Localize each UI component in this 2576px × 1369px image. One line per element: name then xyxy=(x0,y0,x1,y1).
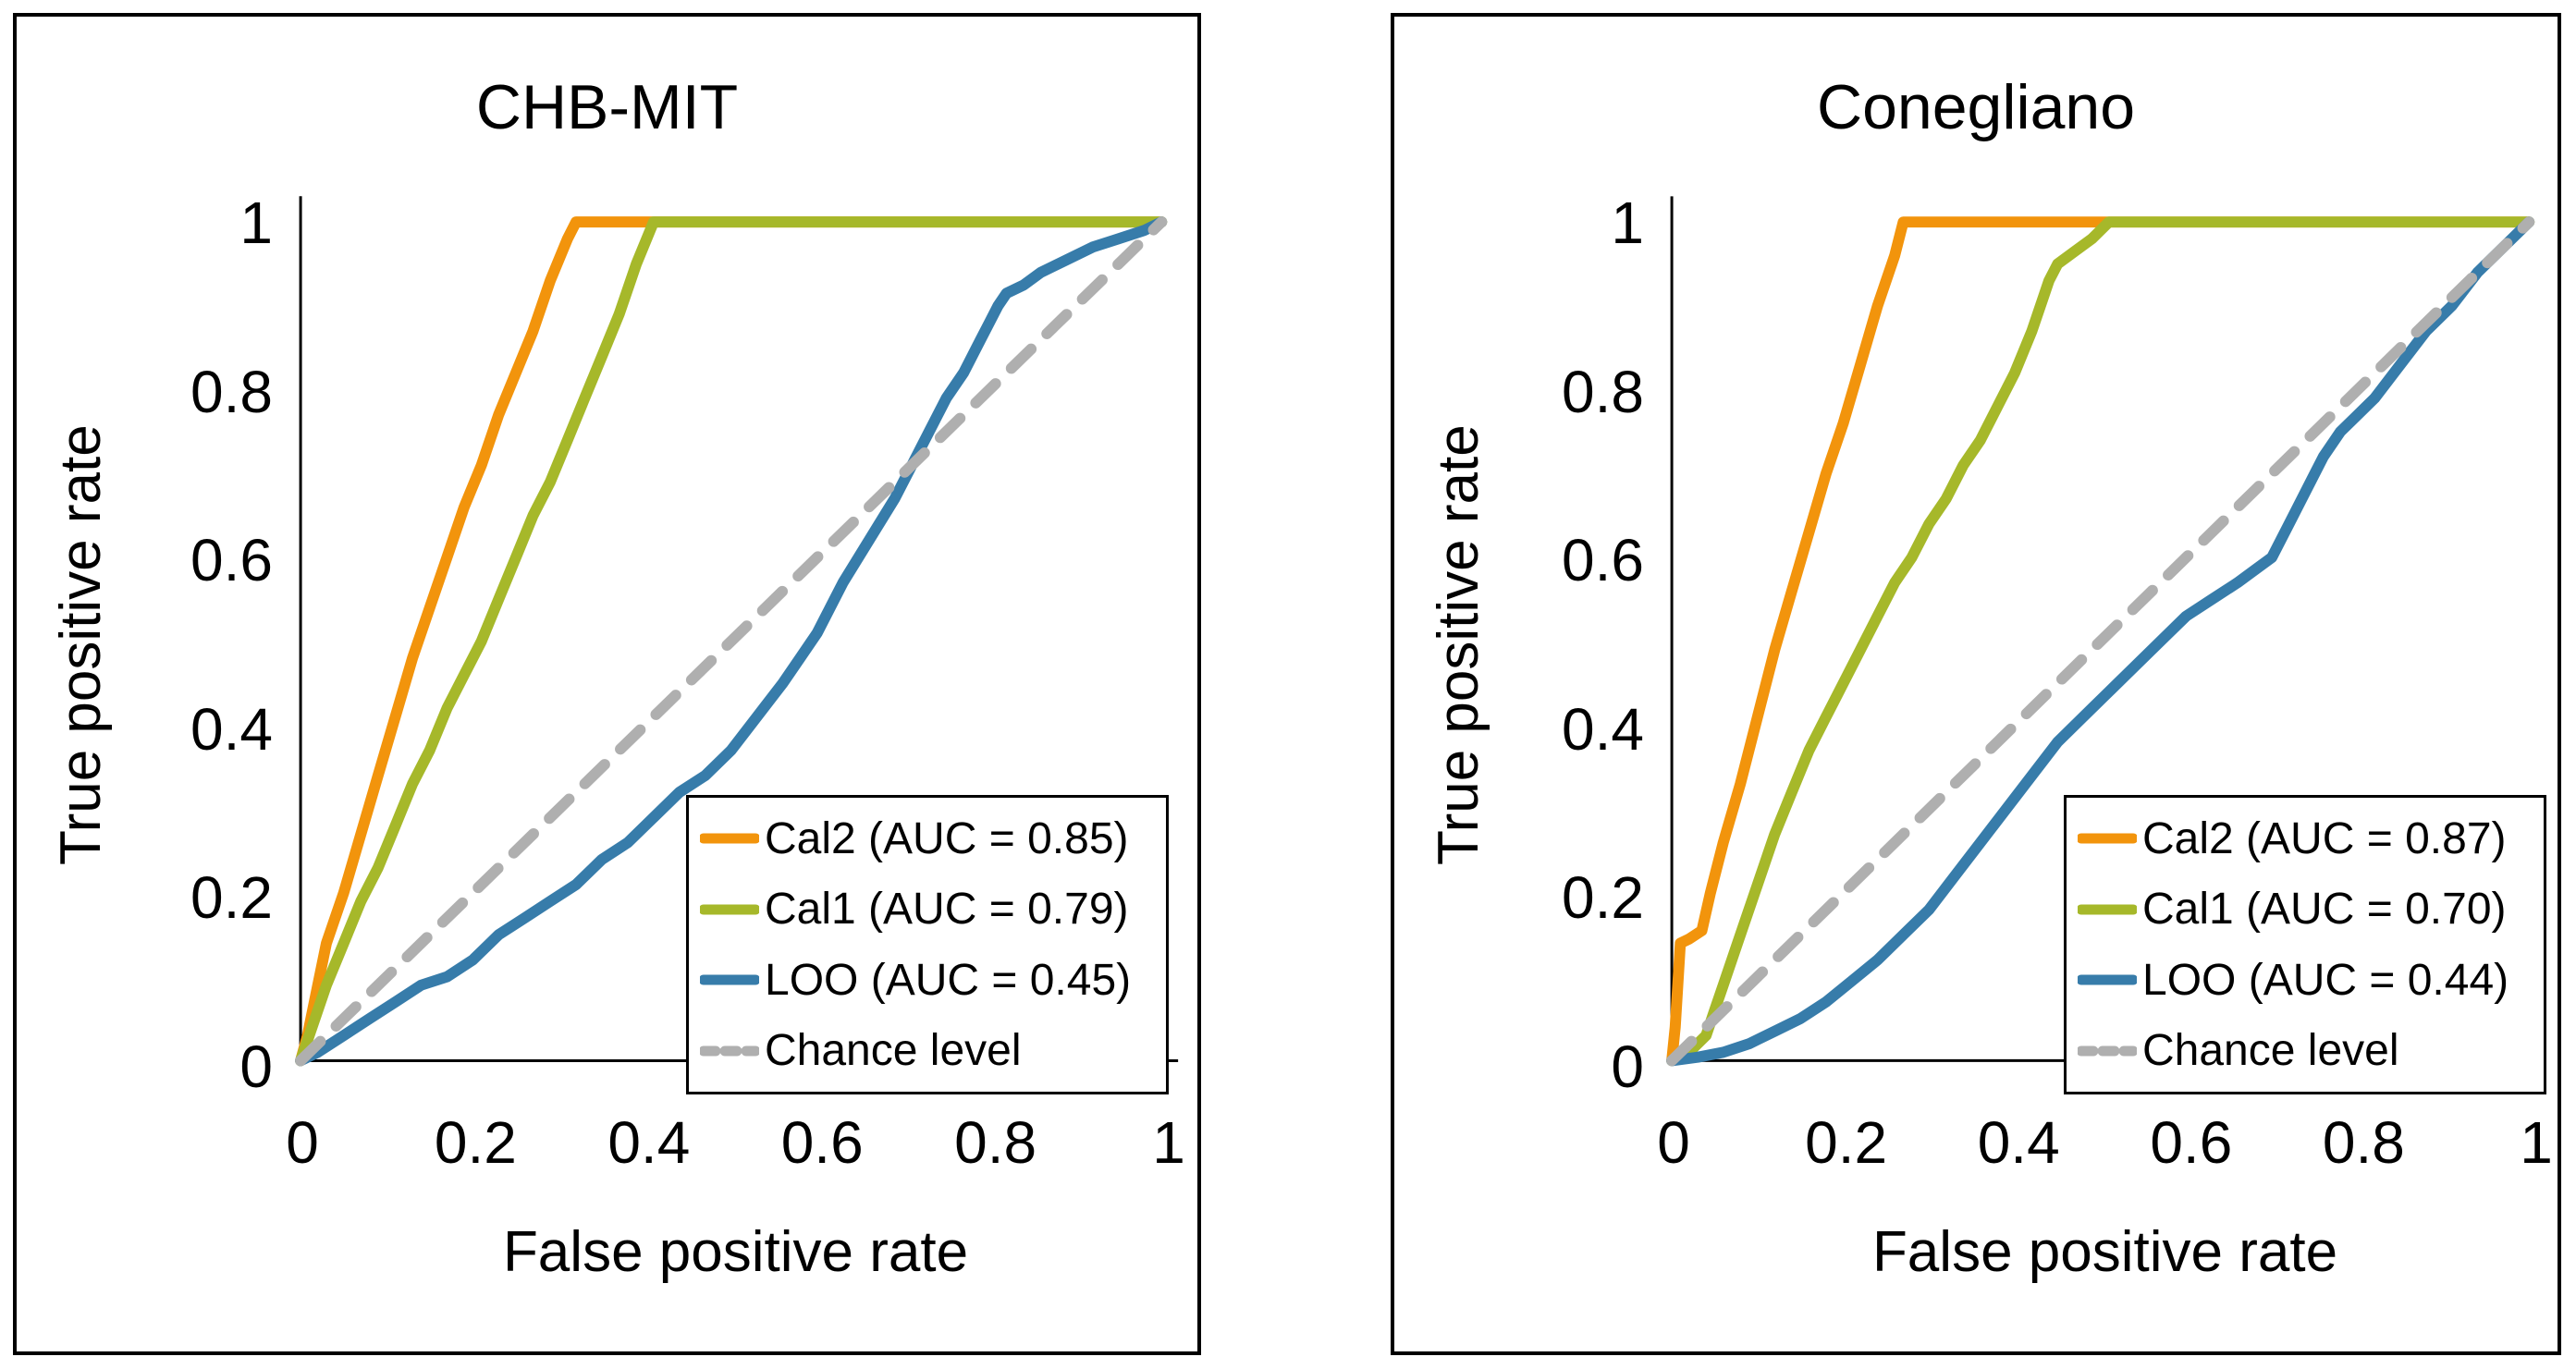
chart-panel-chb-mit: CHB-MIT True positive rate False positiv… xyxy=(13,13,1201,1355)
legend-label: LOO (AUC = 0.44) xyxy=(2142,955,2509,1005)
y-tick-label: 0.4 xyxy=(190,695,273,763)
legend-line-swatch xyxy=(700,833,759,844)
y-tick-label: 1 xyxy=(1611,189,1644,256)
legend-label: Cal1 (AUC = 0.79) xyxy=(765,885,1129,935)
y-tick-label: 0.6 xyxy=(1562,527,1644,594)
y-tick-label: 0 xyxy=(1611,1033,1644,1100)
x-tick-label: 1 xyxy=(1152,1109,1185,1176)
legend-line-swatch xyxy=(2078,904,2137,915)
x-tick-label: 0.2 xyxy=(434,1109,517,1176)
legend-line-swatch xyxy=(700,1045,759,1057)
chart-title: Conegliano xyxy=(1816,72,2136,142)
legend-item-chance: Chance level xyxy=(700,1025,1162,1076)
x-tick-label: 0.8 xyxy=(954,1109,1037,1176)
y-tick-label: 0.4 xyxy=(1562,695,1644,763)
x-tick-label: 0 xyxy=(286,1109,319,1176)
legend-label: Cal2 (AUC = 0.87) xyxy=(2142,813,2507,863)
legend-item-cal1: Cal1 (AUC = 0.70) xyxy=(2078,884,2540,935)
x-tick-label: 0.2 xyxy=(1805,1109,1888,1176)
roc-curve-cal1 xyxy=(1666,216,2535,1067)
legend-item-cal1: Cal1 (AUC = 0.79) xyxy=(700,884,1162,935)
legend-line-swatch xyxy=(2078,974,2137,985)
roc-curve-cal2 xyxy=(1666,216,2535,1067)
legend-box: Cal2 (AUC = 0.87) Cal1 (AUC = 0.70) LOO (A… xyxy=(2064,795,2546,1094)
x-tick-label: 0.6 xyxy=(780,1109,864,1176)
chart-title: CHB-MIT xyxy=(475,72,739,142)
x-axis-title: False positive rate xyxy=(1871,1220,2338,1284)
roc-plot-chb-mit xyxy=(295,196,1179,1067)
y-tick-label: 0.2 xyxy=(1562,864,1644,932)
legend-item-chance: Chance level xyxy=(2078,1025,2540,1076)
legend-label: LOO (AUC = 0.45) xyxy=(765,955,1132,1005)
roc-curve-chance xyxy=(1666,216,2535,1067)
y-tick-label: 0.2 xyxy=(190,864,273,932)
legend-line-swatch xyxy=(700,904,759,915)
x-tick-label: 0.6 xyxy=(2150,1109,2233,1176)
x-tick-label: 1 xyxy=(2520,1109,2553,1176)
legend-line-swatch xyxy=(2078,1045,2137,1057)
y-tick-label: 0.8 xyxy=(1562,358,1644,425)
legend-item-cal2: Cal2 (AUC = 0.85) xyxy=(700,813,1162,864)
x-axis-title: False positive rate xyxy=(502,1220,969,1284)
legend-label: Cal1 (AUC = 0.70) xyxy=(2142,885,2507,935)
y-tick-label: 0.8 xyxy=(190,358,273,425)
legend-label: Chance level xyxy=(2142,1026,2399,1076)
legend-item-loo: LOO (AUC = 0.45) xyxy=(700,955,1162,1006)
x-tick-label: 0 xyxy=(1657,1109,1690,1176)
y-tick-label: 1 xyxy=(239,189,273,256)
roc-curve-cal1 xyxy=(295,216,1168,1067)
legend-line-swatch xyxy=(2078,833,2137,844)
roc-curve-chance xyxy=(295,216,1168,1067)
legend-box: Cal2 (AUC = 0.85) Cal1 (AUC = 0.79) LOO (A… xyxy=(686,795,1169,1094)
y-tick-label: 0.6 xyxy=(190,527,273,594)
legend-label: Cal2 (AUC = 0.85) xyxy=(765,813,1129,863)
roc-plot-conegliano xyxy=(1666,196,2546,1067)
y-axis-title: True positive rate xyxy=(49,424,113,865)
chart-panel-conegliano: Conegliano True positive rate False posi… xyxy=(1391,13,2561,1355)
x-tick-label: 0.4 xyxy=(1977,1109,2060,1176)
legend-line-swatch xyxy=(700,974,759,985)
roc-curve-loo xyxy=(295,216,1168,1067)
legend-item-cal2: Cal2 (AUC = 0.87) xyxy=(2078,813,2540,864)
roc-curve-loo xyxy=(1666,216,2535,1067)
y-tick-label: 0 xyxy=(239,1033,273,1100)
legend-item-loo: LOO (AUC = 0.44) xyxy=(2078,955,2540,1006)
roc-curve-cal2 xyxy=(295,216,1168,1067)
x-tick-label: 0.4 xyxy=(607,1109,691,1176)
x-tick-label: 0.8 xyxy=(2322,1109,2405,1176)
legend-label: Chance level xyxy=(765,1026,1022,1076)
y-axis-title: True positive rate xyxy=(1427,424,1490,865)
